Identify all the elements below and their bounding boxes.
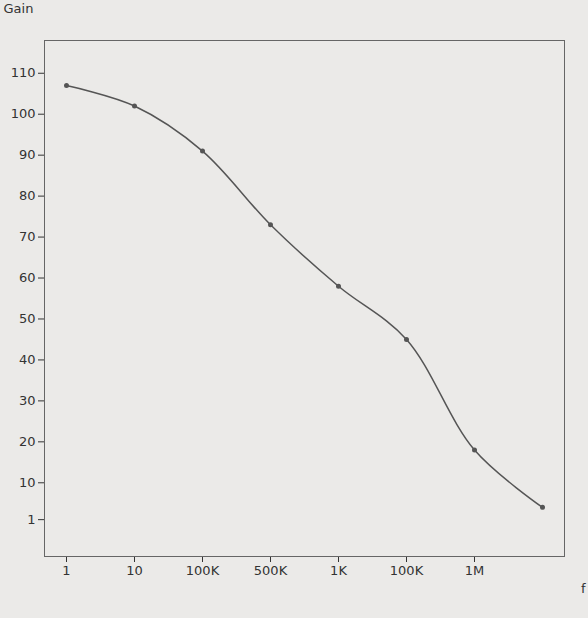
svg-text:1: 1 <box>62 563 70 578</box>
svg-text:1: 1 <box>27 512 35 527</box>
svg-text:30: 30 <box>19 393 36 408</box>
svg-text:90: 90 <box>19 147 36 162</box>
svg-text:500K: 500K <box>254 563 288 578</box>
svg-text:40: 40 <box>19 352 36 367</box>
svg-text:100K: 100K <box>186 563 220 578</box>
svg-text:100: 100 <box>11 106 36 121</box>
svg-text:20: 20 <box>19 434 36 449</box>
svg-text:100K: 100K <box>390 563 424 578</box>
svg-text:Gain: Gain <box>4 1 34 16</box>
svg-text:10: 10 <box>19 475 36 490</box>
svg-text:50: 50 <box>19 311 36 326</box>
svg-text:60: 60 <box>19 270 36 285</box>
svg-text:110: 110 <box>11 65 36 80</box>
svg-text:70: 70 <box>19 229 36 244</box>
svg-text:10: 10 <box>126 563 143 578</box>
svg-text:80: 80 <box>19 188 36 203</box>
svg-text:f: f <box>581 581 586 596</box>
svg-text:1M: 1M <box>465 563 485 578</box>
svg-text:1K: 1K <box>330 563 347 578</box>
